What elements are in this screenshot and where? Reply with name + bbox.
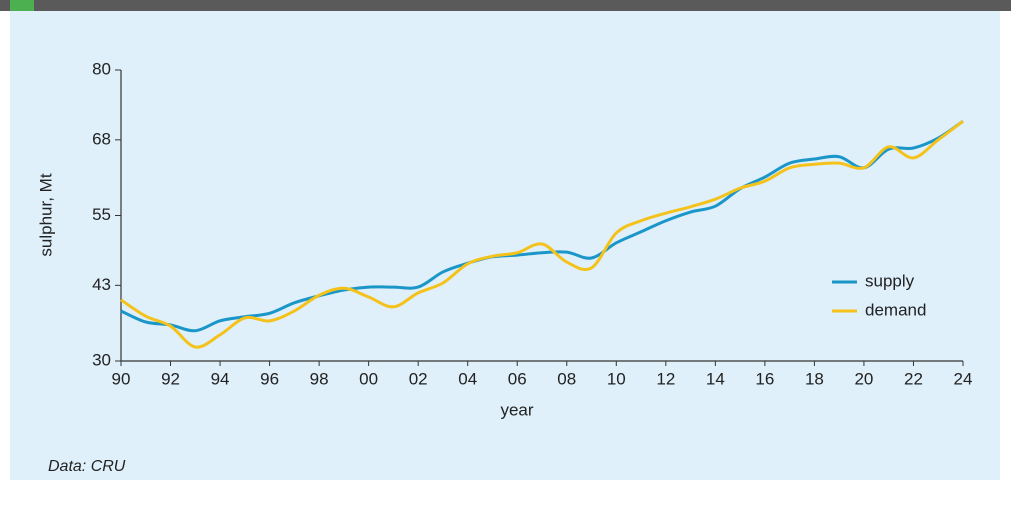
y-tick-label: 43 — [92, 275, 111, 294]
series-line — [120, 120, 964, 349]
y-tick-label: 80 — [92, 59, 111, 78]
x-tick-label: 10 — [607, 369, 626, 388]
series-line — [120, 119, 964, 333]
x-tick-label: 24 — [954, 369, 973, 388]
x-tick-label: 94 — [211, 369, 230, 388]
x-tick-label: 22 — [904, 369, 923, 388]
header-bar — [0, 0, 1011, 11]
x-tick-label: 98 — [310, 369, 329, 388]
legend-label: demand — [865, 300, 926, 319]
y-axis-label: sulphur, Mt — [36, 173, 55, 256]
x-tick-label: 92 — [161, 369, 180, 388]
x-tick-label: 12 — [656, 369, 675, 388]
x-tick-label: 06 — [508, 369, 527, 388]
x-tick-label: 02 — [409, 369, 428, 388]
y-tick-label: 55 — [92, 205, 111, 224]
panel — [10, 11, 1000, 480]
x-tick-label: 14 — [706, 369, 725, 388]
x-tick-label: 00 — [359, 369, 378, 388]
x-tick-label: 90 — [112, 369, 131, 388]
source-note: Data: CRU — [48, 458, 126, 475]
x-tick-label: 08 — [557, 369, 576, 388]
y-tick-label: 68 — [92, 129, 111, 148]
x-tick-label: 96 — [260, 369, 279, 388]
legend-label: supply — [865, 271, 915, 290]
x-axis-label: year — [500, 400, 533, 419]
x-tick-label: 20 — [854, 369, 873, 388]
x-tick-label: 18 — [805, 369, 824, 388]
y-tick-label: 30 — [92, 350, 111, 369]
x-tick-label: 04 — [458, 369, 477, 388]
x-tick-label: 16 — [755, 369, 774, 388]
header-badge — [10, 0, 34, 11]
